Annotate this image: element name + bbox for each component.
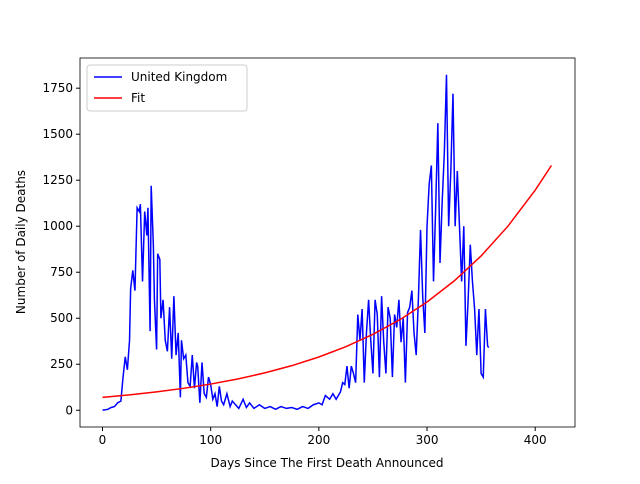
y-tick-label: 1750 xyxy=(42,81,73,95)
x-tick-label: 400 xyxy=(524,433,547,447)
y-tick-label: 1000 xyxy=(42,219,73,233)
plot-frame xyxy=(79,57,576,428)
y-tick-label: 1250 xyxy=(42,173,73,187)
x-tick-label: 200 xyxy=(307,433,330,447)
y-tick-label: 1500 xyxy=(42,127,73,141)
x-tick-label: 0 xyxy=(99,433,107,447)
y-tick-label: 500 xyxy=(50,311,73,325)
x-tick-label: 300 xyxy=(416,433,439,447)
y-tick-label: 250 xyxy=(50,357,73,371)
legend-label: Fit xyxy=(131,91,145,105)
y-tick-label: 750 xyxy=(50,265,73,279)
y-tick-label: 0 xyxy=(65,403,73,417)
legend-label: United Kingdom xyxy=(131,70,227,84)
x-tick-label: 100 xyxy=(199,433,222,447)
legend-box xyxy=(86,64,248,112)
series-line xyxy=(102,165,553,399)
x-axis-label: Days Since The First Death Announced xyxy=(211,456,444,470)
y-axis-label: Number of Daily Deaths xyxy=(14,170,28,314)
series-line xyxy=(102,74,490,411)
